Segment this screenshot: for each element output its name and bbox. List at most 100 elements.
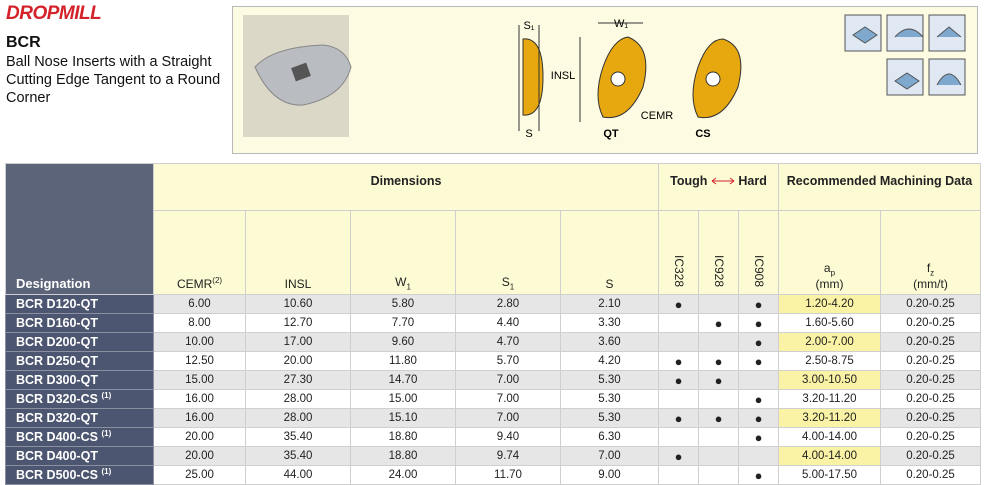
- cell: 11.80: [350, 351, 456, 371]
- cell: 35.40: [245, 427, 351, 447]
- cell: ●: [658, 408, 699, 428]
- label: W₁: [614, 18, 628, 30]
- cell: 0.20-0.25: [880, 370, 981, 390]
- cell: 20.00: [153, 427, 246, 447]
- cell: 12.70: [245, 313, 351, 333]
- header-text: S: [605, 277, 614, 291]
- label: S: [525, 128, 532, 140]
- label: INSL: [551, 70, 575, 82]
- header-cell: Designation: [5, 163, 154, 295]
- header-cell: INSL: [245, 210, 351, 295]
- icons: [844, 14, 966, 96]
- cell: 4.40: [455, 313, 561, 333]
- group-label: Tough: [670, 174, 708, 188]
- designation-text: BCR D320-QT: [16, 411, 98, 425]
- cell: 2.00-7.00: [778, 332, 881, 352]
- note: (1): [101, 391, 112, 401]
- header-text: W: [395, 274, 407, 289]
- cell: ●: [658, 294, 699, 314]
- cell: 7.00: [560, 446, 659, 466]
- cell: 35.40: [245, 446, 351, 466]
- cell: 9.74: [455, 446, 561, 466]
- row: BCR D320-CS (1) 16.00 28.00 15.00 7.00 5.30 ● 3…: [5, 389, 981, 409]
- designation: BCR D300-QT: [5, 370, 154, 390]
- header-cell: IC328: [658, 210, 699, 295]
- cell: 15.00: [153, 370, 246, 390]
- designation: BCR D400-QT: [5, 446, 154, 466]
- cell: [698, 332, 739, 352]
- cell: 0.20-0.25: [880, 446, 981, 466]
- designation: BCR D120-QT: [5, 294, 154, 314]
- cell: 4.20: [560, 351, 659, 371]
- cell: 5.70: [455, 351, 561, 371]
- designation-text: BCR D400-QT: [16, 449, 98, 463]
- cell: ●: [738, 332, 779, 352]
- designation-text: BCR D400-CS: [16, 430, 98, 445]
- cell: [658, 313, 699, 333]
- label: CS: [695, 128, 710, 140]
- designation-text: BCR D250-QT: [16, 354, 98, 368]
- group-header: Recommended Machining Data: [778, 163, 981, 211]
- cell: ●: [738, 294, 779, 314]
- cell: [658, 465, 699, 485]
- row: BCR D400-QT 20.00 35.40 18.80 9.74 7.00 ● 4.00-…: [5, 446, 981, 466]
- cell: [738, 370, 779, 390]
- group-label: Hard: [738, 174, 767, 188]
- designation: BCR D320-QT: [5, 408, 154, 428]
- cell: 9.40: [455, 427, 561, 447]
- cell: [658, 332, 699, 352]
- cell: [658, 427, 699, 447]
- title: BCR: [6, 34, 41, 51]
- diagram-box: S₁ S INSL W₁ CEMR QT CS: [232, 6, 978, 154]
- arrow: [711, 177, 735, 185]
- header-cell: S1: [455, 210, 561, 295]
- cell: 6.00: [153, 294, 246, 314]
- cell: 5.30: [560, 370, 659, 390]
- header-sup: (2): [212, 276, 223, 285]
- cell: 11.70: [455, 465, 561, 485]
- header-cell: W1: [350, 210, 456, 295]
- cell: 28.00: [245, 389, 351, 409]
- cell: 16.00: [153, 389, 246, 409]
- label: S₁: [523, 20, 534, 32]
- cell: 7.00: [455, 408, 561, 428]
- row: BCR D160-QT 8.00 12.70 7.70 4.40 3.30 ● ● 1.60-5…: [5, 313, 981, 333]
- cell: 3.60: [560, 332, 659, 352]
- cell: [738, 446, 779, 466]
- designation-text: BCR D160-QT: [16, 316, 98, 330]
- cell: 0.20-0.25: [880, 408, 981, 428]
- header-cell: IC908: [738, 210, 779, 295]
- cell: 0.20-0.25: [880, 427, 981, 447]
- cell: 20.00: [245, 351, 351, 371]
- designation: BCR D400-CS (1): [5, 427, 154, 447]
- cell: 9.60: [350, 332, 456, 352]
- cell: 2.80: [455, 294, 561, 314]
- cell: 7.00: [455, 389, 561, 409]
- cell: 44.00: [245, 465, 351, 485]
- cell: ●: [738, 427, 779, 447]
- cell: 1.60-5.60: [778, 313, 881, 333]
- header-text: CEMR: [176, 277, 213, 291]
- cell: 15.10: [350, 408, 456, 428]
- diagram: S₁ S INSL W₁ CEMR QT CS: [243, 14, 966, 140]
- header-text: IC908: [751, 254, 766, 287]
- cell: ●: [658, 370, 699, 390]
- cell: 0.20-0.25: [880, 294, 981, 314]
- cell: 5.00-17.50: [778, 465, 881, 485]
- cell: ●: [738, 408, 779, 428]
- cell: [698, 427, 739, 447]
- cell: 6.30: [560, 427, 659, 447]
- cell: 17.00: [245, 332, 351, 352]
- cell: 18.80: [350, 427, 456, 447]
- designation-text: BCR D120-QT: [16, 297, 98, 311]
- designation: BCR D500-CS (1): [5, 465, 154, 485]
- description: Ball Nose Inserts with a Straight Cuttin…: [6, 54, 221, 106]
- cell: 8.00: [153, 313, 246, 333]
- header-text: a: [823, 260, 831, 275]
- header-sub: p: [830, 268, 836, 277]
- cell: [698, 294, 739, 314]
- cell: ●: [658, 446, 699, 466]
- hole: [291, 62, 311, 82]
- header-text: f: [926, 260, 931, 275]
- cell: 0.20-0.25: [880, 465, 981, 485]
